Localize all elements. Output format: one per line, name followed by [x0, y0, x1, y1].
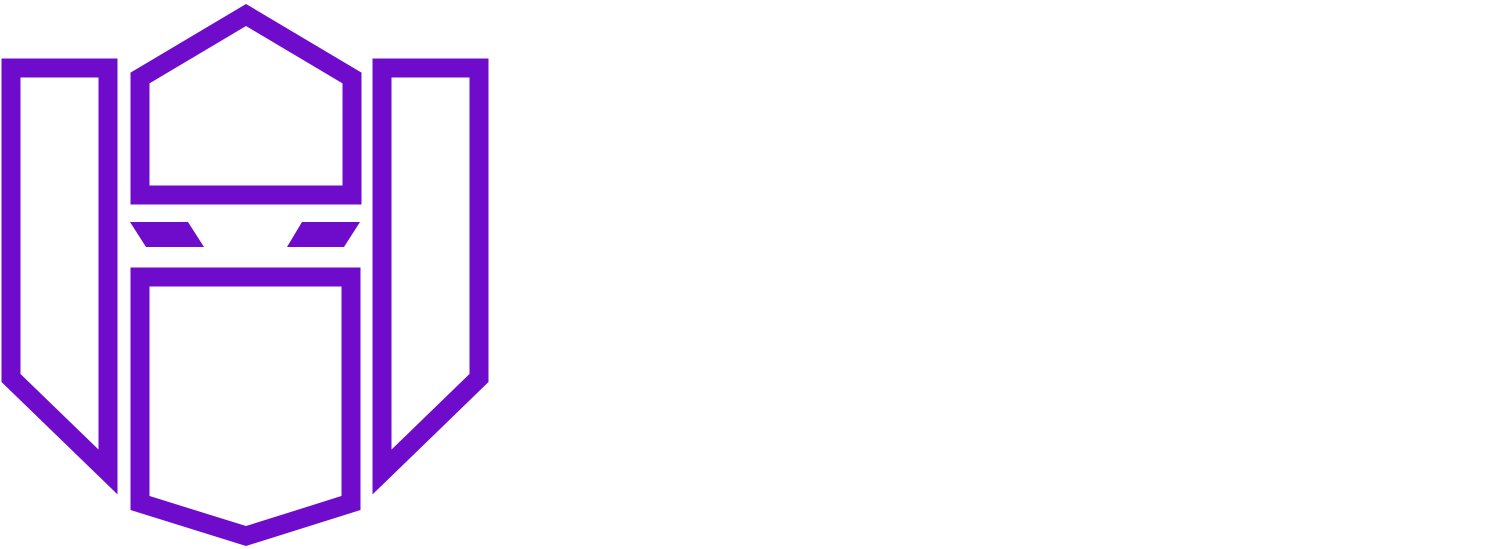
helmet-shield-logo-icon — [1, 3, 489, 546]
blank-area — [492, 0, 1500, 549]
right-eye — [287, 222, 360, 247]
left-eye — [130, 222, 204, 247]
face-plate — [130, 267, 361, 546]
right-side-plate — [372, 58, 489, 495]
left-side-plate — [1, 58, 118, 495]
top-crown — [130, 3, 362, 205]
